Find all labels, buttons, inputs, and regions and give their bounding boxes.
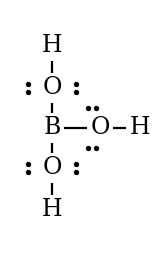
Text: H: H (42, 198, 62, 221)
Text: O: O (42, 156, 62, 179)
Text: O: O (42, 77, 62, 100)
Text: H: H (130, 116, 150, 140)
Text: O: O (90, 116, 110, 140)
Text: B: B (43, 116, 61, 140)
Text: H: H (42, 35, 62, 58)
